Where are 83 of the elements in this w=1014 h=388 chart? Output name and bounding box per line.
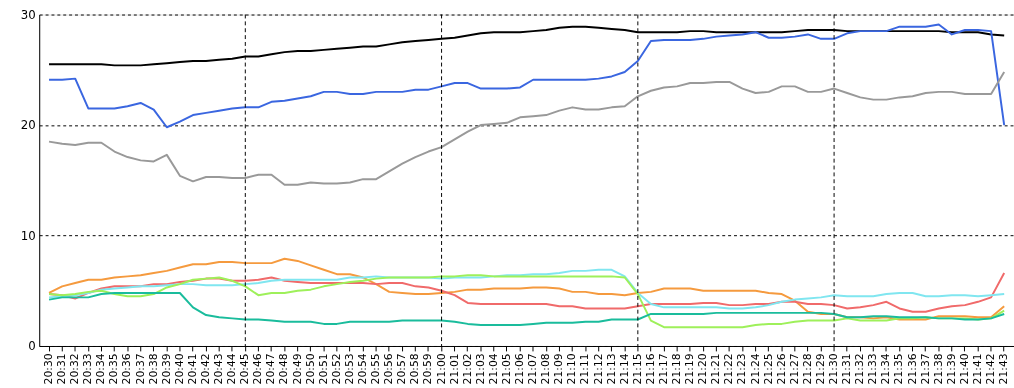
x-tick-label: 21:05 [499,353,513,385]
x-tick-label: 20:37 [133,353,147,385]
y-tick-label: 0 [28,339,36,354]
y-tick-label: 20 [20,118,36,133]
x-tick-label: 20:33 [81,353,95,385]
x-tick-label: 20:55 [369,353,383,385]
x-tick-label: 21:08 [539,353,553,385]
x-tick-label: 20:43 [212,353,226,385]
x-tick-label: 21:24 [748,353,762,385]
x-tick-label: 21:20 [696,353,710,385]
x-tick-label: 20:39 [159,353,173,385]
x-tick-label: 21:43 [997,353,1011,385]
x-tick-label: 20:30 [41,353,55,385]
x-tick-label: 21:13 [604,353,618,385]
x-tick-label: 20:36 [120,353,134,385]
x-tick-label: 20:58 [408,353,422,385]
x-tick-label: 21:01 [447,353,461,385]
x-tick-label: 20:52 [329,353,343,385]
x-tick-label: 21:35 [892,353,906,385]
x-tick-label: 21:31 [840,353,854,385]
x-tick-label: 20:56 [382,353,396,385]
x-tick-label: 20:44 [225,353,239,385]
x-tick-label: 21:17 [656,353,670,385]
x-tick-label: 20:31 [55,353,69,385]
x-tick-label: 21:04 [486,353,500,385]
x-tick-label: 21:32 [853,353,867,385]
x-tick-label: 21:10 [565,353,579,385]
x-tick-label: 21:38 [931,353,945,385]
x-tick-label: 21:16 [643,353,657,385]
x-tick-label: 20:57 [395,353,409,385]
line-series [48,274,1006,329]
x-tick-label: 21:18 [670,353,684,385]
x-tick-label: 20:34 [94,353,108,385]
x-tick-label: 20:41 [185,353,199,385]
x-tick-label: 21:06 [513,353,527,385]
x-tick-label: 20:53 [342,353,356,385]
x-tick-label: 21:25 [761,353,775,385]
x-tick-label: 21:36 [905,353,919,385]
x-tick-label: 21:15 [630,353,644,385]
x-tick-label: 21:28 [800,353,814,385]
x-tick-label: 21:42 [984,353,998,385]
x-tick-label: 21:23 [735,353,749,385]
x-tick-label: 21:02 [460,353,474,385]
x-tick-label: 21:03 [473,353,487,385]
x-tick-label: 21:41 [970,353,984,385]
x-tick-label: 21:40 [957,353,971,385]
x-tick-label: 20:38 [146,353,160,385]
x-tick-label: 21:34 [879,353,893,385]
x-tick-label: 20:48 [277,353,291,385]
x-tick-label: 21:14 [617,353,631,385]
y-tick-label: 30 [20,7,36,22]
x-tick-label: 21:27 [787,353,801,385]
x-tick-label: 20:54 [356,353,369,385]
x-tick-label: 21:12 [591,353,605,385]
x-tick-label: 20:40 [172,353,186,385]
x-tick-label: 20:42 [198,353,212,385]
line-series [48,257,1006,321]
x-tick-label: 20:32 [68,353,82,385]
x-tick-label: 20:47 [264,353,278,385]
x-tick-label: 21:33 [866,353,880,385]
x-tick-label: 21:26 [774,353,788,385]
x-tick-label: 21:00 [434,353,448,385]
x-tick-label: 21:37 [918,353,932,385]
x-tick-label: 21:07 [526,353,540,385]
x-tick-label: 21:39 [944,353,958,385]
x-tick-label: 20:49 [290,353,304,385]
x-tick-label: 20:50 [303,353,317,385]
y-tick-label: 10 [20,228,36,243]
line-series [48,23,1006,129]
x-tick-label: 21:29 [813,353,827,385]
x-tick-label: 21:22 [722,353,736,385]
x-tick-label: 20:59 [421,353,435,385]
x-tick-label: 20:46 [251,353,265,385]
line-series [48,71,1006,186]
x-tick-label: 20:35 [107,353,121,385]
x-tick-label: 20:51 [316,353,330,385]
line-series [48,291,1006,326]
x-tick-label: 21:11 [578,353,592,385]
x-tick-label: 21:30 [827,353,841,385]
x-tick-label: 21:21 [709,353,723,385]
x-tick-label: 21:09 [552,353,566,385]
x-tick-label: 20:45 [238,353,252,385]
x-tick-label: 21:19 [683,353,697,385]
